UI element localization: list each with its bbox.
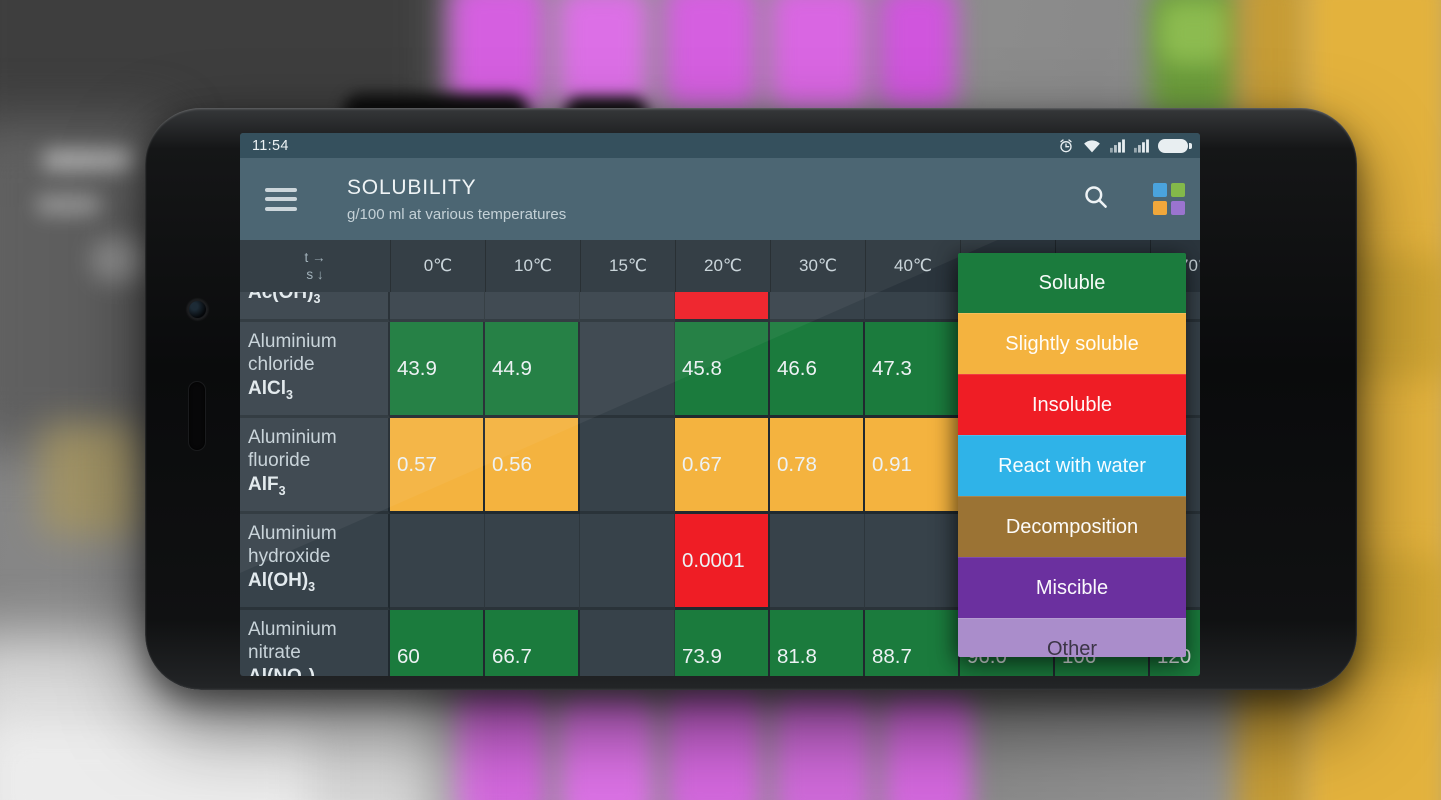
alarm-icon <box>1060 138 1072 152</box>
bg-blob <box>40 424 142 536</box>
bg-blob <box>1160 2 1230 64</box>
bg-blob <box>557 0 649 110</box>
table-cell[interactable]: 0.78 <box>770 418 865 514</box>
column-header: 15℃ <box>580 240 675 292</box>
column-header: 10℃ <box>485 240 580 292</box>
menu-icon <box>265 187 297 192</box>
table-cell[interactable] <box>770 514 865 610</box>
table-cell[interactable]: 81.8 <box>770 610 865 676</box>
table-cell[interactable]: 0.67 <box>675 418 770 514</box>
table-cell[interactable] <box>485 514 580 610</box>
grid-square-icon <box>1153 201 1167 215</box>
earpiece-speaker <box>188 381 206 451</box>
bg-blob <box>42 150 134 170</box>
table-cell[interactable] <box>865 514 960 610</box>
table-cell[interactable]: 47.3 <box>865 322 960 418</box>
table-cell[interactable]: 0.0001 <box>675 514 770 610</box>
table-cell[interactable]: 44.9 <box>485 322 580 418</box>
row-formula: Al(OH)3 <box>248 570 316 594</box>
table-corner-cell: t → s ↓ <box>304 250 326 282</box>
row-label: Aluminium hydroxide Al(OH)3 <box>240 514 390 610</box>
clock: 11:54 <box>252 137 289 154</box>
search-button[interactable] <box>1082 183 1109 215</box>
status-icons <box>1058 138 1192 154</box>
table-cell[interactable]: 46.6 <box>770 322 865 418</box>
table-cell[interactable]: 43.9 <box>390 322 485 418</box>
table-cell[interactable]: 88.7 <box>865 610 960 676</box>
app-bar: SOLUBILITY g/100 ml at various temperatu… <box>240 158 1200 240</box>
app-bar-actions <box>1082 183 1200 215</box>
bg-blob <box>877 0 957 110</box>
row-label: AluminiumnitrateAl(NO3)3 <box>240 610 390 676</box>
menu-icon <box>265 206 297 211</box>
bg-blob <box>663 0 759 110</box>
table-scroll-area[interactable]: Ac(OH)3 Aluminium chloride AlCl3 43.9 44.9 45.… <box>240 226 1200 676</box>
column-header: 20℃ <box>675 240 770 292</box>
menu-button[interactable] <box>265 182 297 216</box>
table-row: Aluminium fluoride AlF3 0.57 0.56 0.67 0.78 0.9… <box>240 418 1200 514</box>
wifi-icon <box>1084 139 1100 152</box>
table-cell[interactable] <box>580 610 675 676</box>
bg-blob <box>450 0 546 110</box>
table-cell[interactable]: 66.7 <box>485 610 580 676</box>
legend-item-miscible[interactable]: Miscible <box>958 557 1186 618</box>
front-camera <box>187 299 208 320</box>
legend-item-decomposition[interactable]: Decomposition <box>958 496 1186 557</box>
signal-icon <box>1110 138 1125 153</box>
page-title: SOLUBILITY <box>347 175 477 199</box>
table-cell[interactable] <box>580 322 675 418</box>
column-header: 30℃ <box>770 240 865 292</box>
bg-blob <box>666 684 763 800</box>
search-icon <box>1085 186 1107 208</box>
bg-blob <box>882 690 972 800</box>
row-formula: AlCl3 <box>248 378 293 402</box>
grid-square-icon <box>1153 183 1167 197</box>
phone-frame: 11:54 <box>145 108 1357 690</box>
battery-icon <box>1158 138 1192 153</box>
row-formula: Al(NO3)3 <box>248 665 382 676</box>
bg-blob <box>559 690 655 800</box>
bg-blob <box>36 196 102 214</box>
column-header: 40℃ <box>865 240 960 292</box>
legend: Soluble Slightly soluble Insoluble React wi… <box>958 253 1186 657</box>
column-header: 0℃ <box>390 240 485 292</box>
bg-blob <box>0 120 170 450</box>
row-label: Aluminium chloride AlCl3 <box>240 322 390 418</box>
table-cell[interactable] <box>390 514 485 610</box>
signal-icon <box>1134 138 1149 153</box>
legend-item-soluble[interactable]: Soluble <box>958 253 1186 313</box>
bg-blob <box>0 718 310 800</box>
apps-grid-button[interactable] <box>1153 183 1185 215</box>
table-cell[interactable]: 0.57 <box>390 418 485 514</box>
row-formula: AlF3 <box>248 474 286 498</box>
grid-square-icon <box>1171 183 1185 197</box>
table-cell[interactable]: 0.91 <box>865 418 960 514</box>
table-cell[interactable] <box>580 418 675 514</box>
table-cell[interactable]: 0.56 <box>485 418 580 514</box>
table-cell[interactable]: 73.9 <box>675 610 770 676</box>
bg-blob <box>769 0 868 111</box>
row-label: Aluminium fluoride AlF3 <box>240 418 390 514</box>
table-row: Aluminium chloride AlCl3 43.9 44.9 45.8 46.6 47… <box>240 322 1200 418</box>
table-cell[interactable]: 45.8 <box>675 322 770 418</box>
table-row: Aluminium hydroxide Al(OH)3 0.0001 <box>240 514 1200 610</box>
bg-blob <box>92 238 150 282</box>
page-subtitle: g/100 ml at various temperatures <box>347 205 567 223</box>
bg-blob <box>774 688 873 800</box>
bg-blob <box>452 684 548 800</box>
menu-icon <box>265 197 297 201</box>
legend-item-slightly_soluble[interactable]: Slightly soluble <box>958 313 1186 374</box>
table-cell[interactable]: 60 <box>390 610 485 676</box>
legend-item-other[interactable]: Other <box>958 618 1186 657</box>
grid-square-icon <box>1171 201 1185 215</box>
legend-item-react_with_water[interactable]: React with water <box>958 435 1186 496</box>
title-block: SOLUBILITY g/100 ml at various temperatu… <box>347 176 566 223</box>
legend-item-insoluble[interactable]: Insoluble <box>958 374 1186 435</box>
table-cell[interactable] <box>580 514 675 610</box>
phone-screen: 11:54 <box>240 133 1200 676</box>
status-bar: 11:54 <box>240 133 1200 158</box>
